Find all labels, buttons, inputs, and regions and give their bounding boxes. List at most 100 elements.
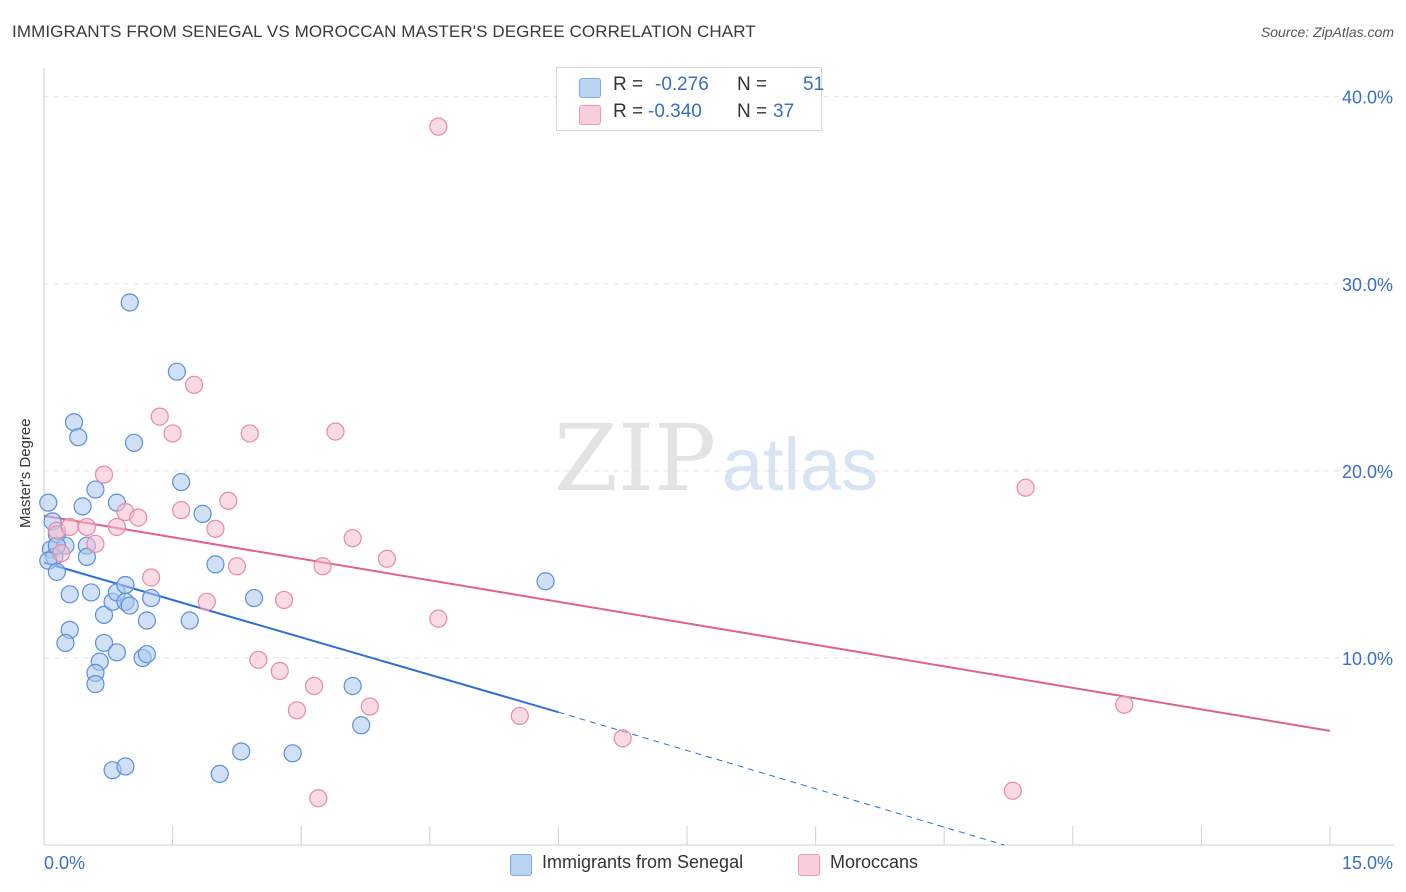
point-moroccans [77,517,96,537]
point-moroccans [274,590,294,610]
point-senegal [536,572,555,591]
axis-layer [43,68,1394,846]
point-senegal [244,588,264,608]
point-moroccans [1016,478,1035,497]
trend-line-moroccans [43,514,1331,732]
point-senegal [116,757,135,776]
point-senegal [167,362,186,381]
point-senegal [77,547,96,567]
point-senegal [180,611,199,630]
point-moroccans [172,501,191,520]
point-senegal [39,493,58,512]
point-moroccans [86,534,105,553]
point-senegal [94,633,114,653]
point-moroccans [184,375,204,394]
point-moroccans [206,519,225,538]
point-moroccans [163,424,182,443]
point-senegal [107,643,126,662]
watermark-zip: ZIP [554,405,716,512]
legend-n-label: N = [737,101,768,122]
point-senegal [73,497,92,516]
point-senegal [210,764,229,784]
watermark-atlas: atlas [722,423,878,506]
point-senegal [86,675,105,694]
legend-row-moroccans: R = -0.340 N = 37 [557,101,821,127]
point-senegal [206,555,225,574]
legend-r-label: R = [613,101,644,122]
watermark: ZIP atlas [554,405,878,512]
point-senegal [343,676,362,696]
point-senegal [120,596,139,615]
point-moroccans [304,676,324,696]
legend-n-value: 51 [803,74,825,95]
bottom-legend-label-senegal: Immigrants from Senegal [542,852,744,872]
point-moroccans [313,557,332,576]
point-senegal [137,645,156,664]
point-moroccans [309,789,328,808]
tick-label-layer: 10.0% 20.0% 30.0% 40.0% 0.0% 15.0% [44,88,1393,873]
correlation-legend: R = -0.276 N = 51 R = -0.340 N = 37 [556,67,825,131]
grid-layer [44,96,1394,659]
bottom-legend-label-moroccans: Moroccans [830,852,919,872]
point-layer [39,117,1134,808]
legend-n-value: 37 [773,101,795,122]
point-moroccans [219,491,238,510]
y-tick-label: 20.0% [1342,462,1393,482]
point-senegal [172,472,191,492]
point-moroccans [377,549,397,568]
bottom-legend-swatch-pink [798,854,820,876]
legend-r-value: -0.340 [648,101,702,122]
point-senegal [82,583,101,602]
point-moroccans [142,568,161,587]
point-moroccans [227,557,246,576]
source-credit: Source: ZipAtlas.com [1260,24,1394,40]
point-senegal [193,504,212,523]
point-moroccans [510,706,529,726]
y-tick-label: 10.0% [1342,649,1393,669]
point-moroccans [240,424,259,443]
point-moroccans [343,529,362,548]
point-moroccans [1115,695,1134,714]
point-moroccans [249,650,268,669]
point-senegal [94,605,114,625]
point-moroccans [197,592,216,611]
legend-r-label: R = [613,74,644,95]
point-moroccans [94,465,114,484]
trend-line-senegal-extension [558,711,1005,846]
y-axis-label: Master's Degree [17,418,34,528]
point-moroccans [107,517,126,537]
point-senegal [283,744,302,763]
point-senegal [56,633,75,653]
point-moroccans [360,697,379,716]
legend-row-senegal: R = -0.276 N = 51 [557,74,825,100]
point-senegal [352,716,371,735]
point-senegal [142,588,161,608]
point-moroccans [1003,781,1022,800]
point-senegal [86,480,105,499]
point-moroccans [326,422,345,441]
chart-title: IMMIGRANTS FROM SENEGAL VS MOROCCAN MAST… [12,22,756,41]
point-moroccans [270,661,289,681]
point-moroccans [60,517,79,537]
point-senegal [116,575,135,595]
point-senegal [64,413,84,432]
point-senegal [232,742,251,761]
point-moroccans [429,117,448,136]
x-tick-label: 0.0% [44,853,85,873]
point-moroccans [150,407,169,426]
x-tick-label: 15.0% [1342,853,1393,873]
y-tick-label: 30.0% [1342,275,1393,295]
legend-swatch-blue [579,78,601,98]
point-moroccans [613,729,632,748]
point-senegal [47,562,66,581]
point-senegal [60,585,79,604]
legend-n-label: N = [737,74,768,95]
point-moroccans [287,701,307,720]
legend-swatch-pink [579,105,601,125]
legend-r-value: -0.276 [655,74,709,95]
point-moroccans [52,544,71,563]
point-senegal [120,293,139,312]
point-senegal [69,428,88,447]
point-moroccans [429,609,448,628]
